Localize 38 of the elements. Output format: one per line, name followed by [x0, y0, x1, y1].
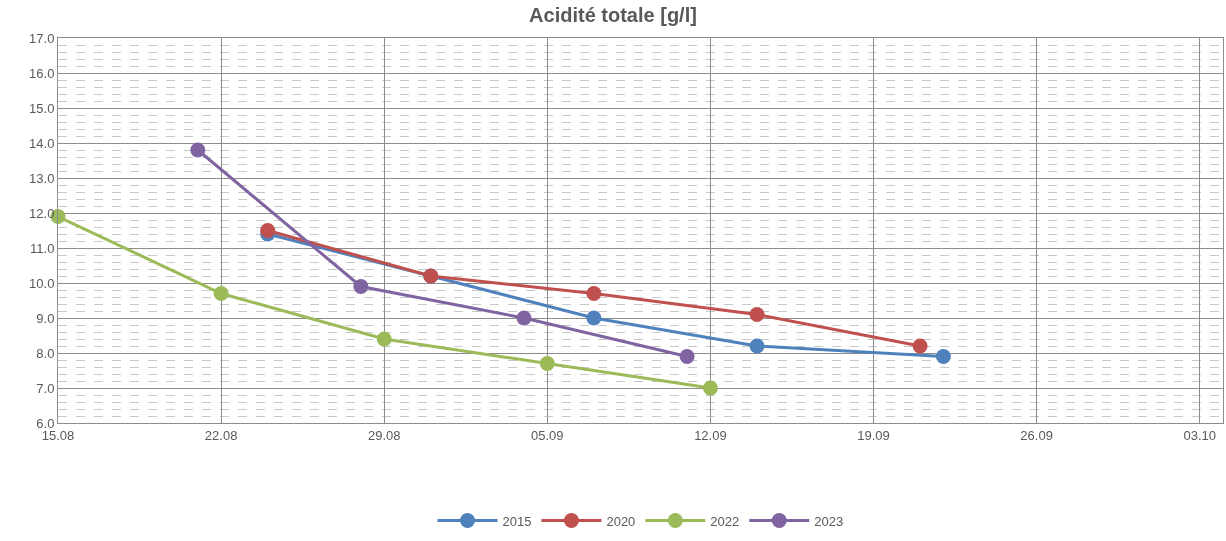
point	[376, 331, 392, 347]
point	[260, 223, 276, 238]
x-tick-label: 19.09	[857, 427, 890, 443]
x-tick-label: 05.09	[531, 427, 564, 443]
chart-title: Acidité totale [g/l]	[529, 4, 697, 27]
x-tick-label: 03.10	[1183, 427, 1216, 443]
y-tick-label: 11.0	[30, 240, 55, 256]
legend-label: 2020	[606, 513, 636, 529]
legend-label: 2023	[814, 513, 844, 529]
y-tick-label: 13.0	[29, 170, 55, 186]
y-tick-label: 8.0	[36, 345, 55, 361]
y-tick-label: 7.0	[36, 380, 55, 396]
y-tick-label: 14.0	[29, 135, 55, 151]
x-tick-label: 29.08	[367, 427, 401, 443]
point	[749, 307, 765, 322]
point	[679, 349, 695, 364]
point	[586, 310, 602, 326]
point	[190, 142, 206, 158]
y-tick-label: 9.0	[36, 310, 55, 326]
point	[516, 310, 532, 326]
point	[213, 286, 229, 301]
point	[749, 338, 765, 354]
y-tick-label: 12.0	[29, 205, 55, 221]
x-tick-label: 22.08	[204, 427, 238, 443]
point	[912, 338, 928, 354]
point	[935, 349, 951, 364]
y-tick-label: 10.0	[29, 275, 55, 291]
point	[539, 356, 555, 371]
legend-label: 2022	[710, 513, 740, 529]
y-tick-label: 15.0	[29, 100, 55, 116]
x-tick-label: 12.09	[694, 427, 727, 443]
point	[353, 279, 369, 294]
point	[586, 286, 602, 301]
point	[702, 380, 718, 396]
legend-label: 2015	[502, 513, 532, 529]
y-tick-label: 17.0	[29, 30, 55, 46]
x-tick-label: 26.09	[1020, 427, 1053, 443]
y-tick-label: 16.0	[29, 65, 55, 81]
